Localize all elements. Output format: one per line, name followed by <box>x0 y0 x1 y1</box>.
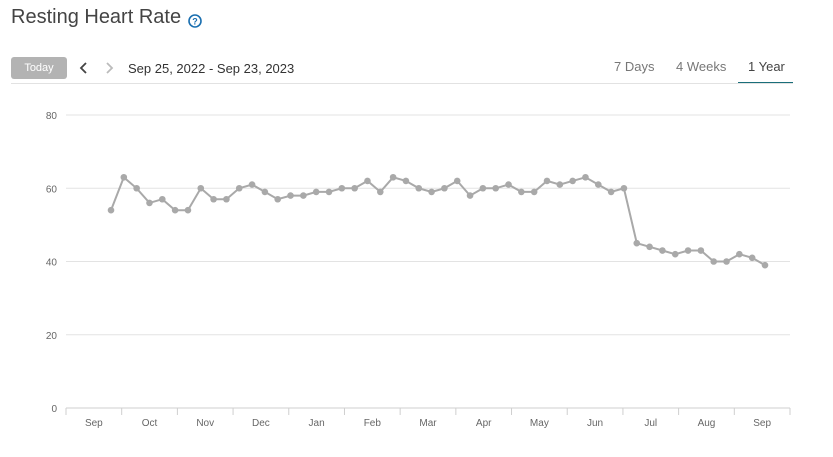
data-point <box>633 239 641 247</box>
page-title: Resting Heart Rate <box>11 6 182 28</box>
x-tick-label: Sep <box>85 418 103 429</box>
svg-text:?: ? <box>192 16 198 26</box>
data-point <box>569 177 576 185</box>
tab-4-weeks[interactable]: 4 Weeks <box>676 59 727 74</box>
data-point <box>492 184 500 192</box>
data-point <box>389 173 397 181</box>
data-point <box>351 184 358 192</box>
y-tick-label: 40 <box>46 258 58 269</box>
data-point <box>697 247 705 254</box>
data-point <box>671 250 679 258</box>
data-point <box>543 177 551 185</box>
data-point <box>107 206 115 214</box>
data-point <box>479 184 487 192</box>
data-point <box>415 184 423 192</box>
data-point <box>723 258 730 265</box>
data-point <box>736 250 743 258</box>
data-point <box>518 188 525 196</box>
data-point <box>659 247 666 254</box>
x-tick-label: Dec <box>252 418 270 429</box>
x-tick-label: Oct <box>142 418 158 429</box>
data-point <box>210 195 217 203</box>
data-point <box>466 192 474 199</box>
data-point <box>453 177 461 185</box>
data-point <box>300 192 307 199</box>
data-point <box>761 261 769 269</box>
date-toolbar: Today Sep 25, 2022 - Sep 23, 2023 7 Days… <box>0 56 833 84</box>
data-point <box>441 184 448 192</box>
tab-1-year[interactable]: 1 Year <box>748 59 785 74</box>
y-tick-label: 0 <box>51 404 57 415</box>
data-point <box>171 206 179 214</box>
data-point <box>620 184 628 192</box>
x-tick-label: May <box>530 418 549 429</box>
data-point <box>594 181 602 188</box>
data-point <box>235 184 243 192</box>
x-tick-label: Jul <box>644 418 657 429</box>
x-tick-label: Feb <box>364 418 382 429</box>
x-tick-label: Jan <box>309 418 325 429</box>
data-point <box>274 195 282 203</box>
data-point <box>248 181 256 188</box>
chevron-left-icon[interactable] <box>78 61 90 75</box>
data-point <box>748 254 756 262</box>
data-point <box>312 188 320 196</box>
data-point <box>710 258 718 265</box>
y-tick-label: 60 <box>46 184 58 195</box>
x-tick-label: Aug <box>698 418 716 429</box>
data-point <box>402 177 410 185</box>
data-point <box>184 206 192 214</box>
data-point <box>287 192 294 199</box>
x-tick-label: Mar <box>419 418 437 429</box>
data-point <box>684 247 692 254</box>
y-tick-label: 80 <box>46 111 58 122</box>
help-circle-icon[interactable]: ? <box>188 14 202 28</box>
data-point <box>133 184 140 192</box>
date-range-label: Sep 25, 2022 - Sep 23, 2023 <box>128 61 295 76</box>
data-point <box>261 188 269 196</box>
data-point <box>428 188 435 196</box>
tab-7-days[interactable]: 7 Days <box>614 59 655 74</box>
data-point <box>556 181 564 188</box>
series-line <box>110 175 766 267</box>
data-point <box>120 173 128 181</box>
data-point <box>607 188 615 196</box>
data-point <box>197 184 205 192</box>
chevron-right-icon[interactable] <box>103 61 115 75</box>
data-point <box>325 188 333 196</box>
data-point <box>505 181 512 188</box>
today-button[interactable]: Today <box>11 57 67 79</box>
data-point <box>223 195 230 203</box>
data-point <box>364 177 371 185</box>
data-point <box>646 243 653 251</box>
data-point <box>338 184 346 192</box>
data-point <box>146 199 153 207</box>
x-tick-label: Sep <box>753 418 771 429</box>
data-point <box>582 173 589 181</box>
y-tick-label: 20 <box>46 331 58 342</box>
x-tick-label: Nov <box>196 418 214 429</box>
x-tick-label: Jun <box>587 418 603 429</box>
data-point <box>158 195 166 203</box>
data-point <box>376 188 384 196</box>
data-point <box>530 188 538 196</box>
x-tick-label: Apr <box>476 418 492 429</box>
toolbar-divider <box>11 83 793 84</box>
